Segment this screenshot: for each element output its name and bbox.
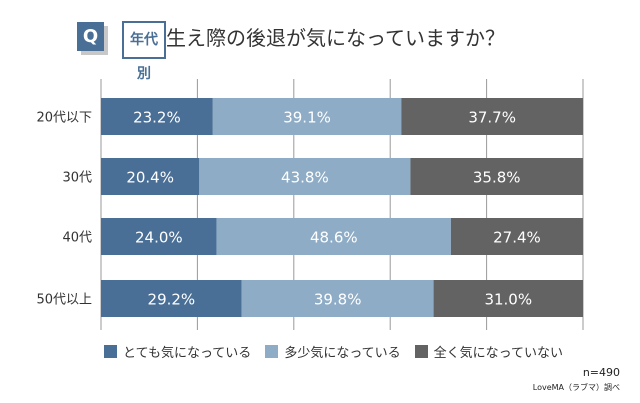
bar-segment: [212, 98, 402, 135]
data-label: 23.2%: [133, 109, 181, 127]
category-label: 40代: [62, 231, 92, 246]
bar-segment: [101, 218, 217, 255]
category-tag: 年代別: [122, 21, 166, 82]
bar-segment: [401, 98, 583, 135]
bar-segment: [101, 280, 242, 317]
bar-segment: [216, 218, 451, 255]
data-label: 31.0%: [484, 291, 532, 309]
bar-segment: [241, 280, 434, 317]
legend-item: とても気になっている: [104, 342, 251, 361]
data-label: 24.0%: [135, 229, 183, 247]
legend-item: 全く気になっていない: [414, 342, 564, 361]
bar-segment: [101, 158, 200, 195]
legend-swatch: [104, 345, 117, 358]
data-label: 43.8%: [281, 169, 329, 187]
bar-segment: [450, 218, 583, 255]
legend-label: とても気になっている: [123, 346, 252, 361]
source-note: LoveMA（ラブマ）調べ: [532, 383, 620, 392]
data-label: 29.2%: [148, 291, 196, 309]
legend-item: 多少気になっている: [265, 342, 401, 361]
legend-swatch: [265, 345, 279, 358]
bar-segment: [433, 280, 583, 317]
data-label: 35.8%: [473, 169, 521, 187]
q-badge: Q: [77, 22, 104, 51]
bar-segment: [199, 158, 411, 195]
data-label: 39.1%: [283, 109, 331, 127]
sample-size: n=490: [582, 366, 620, 379]
data-label: 39.8%: [314, 291, 362, 309]
legend: とても気になっている 多少気になっている 全く気になっていない: [104, 342, 563, 361]
legend-swatch: [414, 345, 428, 358]
data-label: 37.7%: [468, 109, 516, 127]
data-label: 20.4%: [126, 169, 174, 187]
bar-segment: [101, 98, 213, 135]
bar-segment: [410, 158, 583, 195]
chart-title: 生え際の後退が気になっていますか？: [166, 26, 505, 50]
legend-label: 多少気になっている: [284, 346, 401, 361]
legend-label: 全く気になっていない: [433, 346, 564, 361]
category-label: 20代以下: [36, 111, 92, 126]
category-label: 50代以上: [36, 293, 92, 308]
data-label: 27.4%: [493, 229, 541, 247]
data-label: 48.6%: [310, 229, 358, 247]
category-label: 30代: [62, 171, 92, 186]
